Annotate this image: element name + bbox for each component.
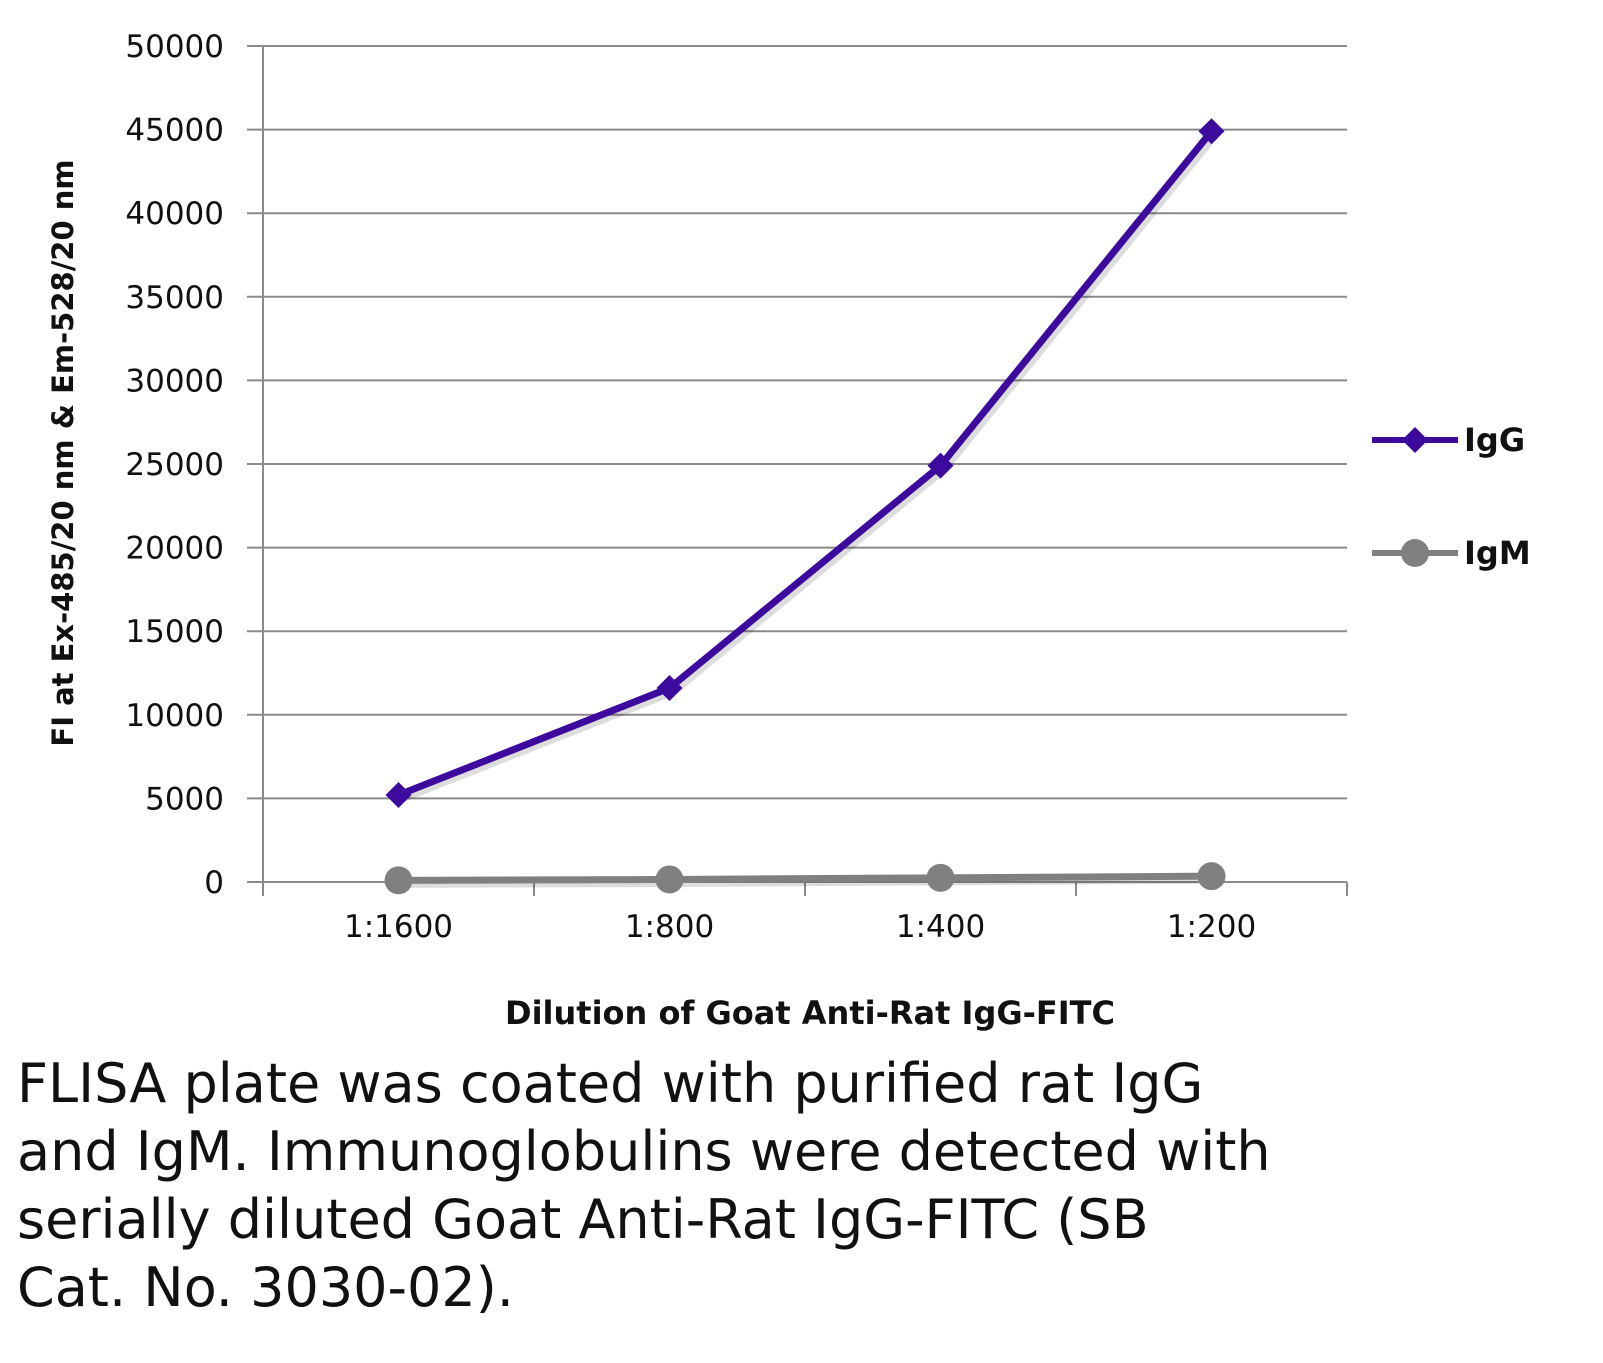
x-axis: 1:1600 1:800 1:400 1:200	[262, 46, 1348, 945]
caption-line: and IgM. Immunoglobulins were detected w…	[17, 1120, 1271, 1183]
series-line-IgG	[397, 129, 1215, 799]
data-point-IgM	[384, 866, 413, 895]
data-point-IgG	[385, 782, 412, 809]
legend-marker-IgM	[1401, 539, 1429, 567]
y-tick-label: 40000	[125, 196, 224, 232]
legend-label: IgM	[1464, 534, 1531, 572]
x-tick-label: 1:800	[625, 909, 714, 945]
x-tick-label: 1:1600	[344, 909, 453, 945]
data-point-IgM	[655, 865, 684, 894]
line-chart: 0 5000 10000 15000 20000 25000 30000 35000 40000…	[46, 29, 1531, 1032]
y-tick-label: 50000	[125, 29, 224, 65]
caption-line: serially diluted Goat Anti-Rat IgG-FITC …	[17, 1188, 1149, 1251]
legend-label: IgG	[1464, 421, 1525, 459]
legend: IgG IgM	[1372, 421, 1531, 572]
series-lines	[384, 118, 1226, 895]
data-point-IgG	[656, 675, 683, 702]
x-axis-title: Dilution of Goat Anti-Rat IgG-FITC	[505, 994, 1115, 1032]
series-shadow-IgG	[401, 133, 1219, 803]
data-point-IgG	[927, 452, 954, 479]
y-tick-label: 0	[204, 865, 224, 901]
data-point-IgM	[926, 863, 955, 892]
y-tick-label: 45000	[125, 113, 224, 149]
caption-line: Cat. No. 3030-02).	[17, 1256, 514, 1319]
data-point-IgG	[1198, 118, 1225, 145]
caption-line: FLISA plate was coated with purified rat…	[17, 1052, 1204, 1115]
figure-caption: FLISA plate was coated with purified rat…	[17, 1050, 1417, 1322]
series-line-IgM	[398, 872, 1212, 884]
y-tick-labels: 0 5000 10000 15000 20000 25000 30000 35000 40000…	[125, 29, 224, 901]
y-tick-label: 30000	[125, 363, 224, 399]
data-point-IgM	[1197, 862, 1226, 891]
gridlines	[247, 45, 1347, 883]
y-tick-label: 15000	[125, 614, 224, 650]
x-tick-label: 1:400	[896, 909, 985, 945]
legend-marker-IgG	[1402, 427, 1428, 453]
y-tick-label: 35000	[125, 280, 224, 316]
x-tick-label: 1:200	[1167, 909, 1256, 945]
y-tick-label: 20000	[125, 531, 224, 567]
y-tick-label: 5000	[145, 781, 224, 817]
y-axis-title: FI at Ex-485/20 nm & Em-528/20 nm	[46, 159, 80, 746]
y-tick-label: 10000	[125, 698, 224, 734]
series-shadow-IgM	[402, 876, 1216, 888]
y-tick-label: 25000	[125, 447, 224, 483]
